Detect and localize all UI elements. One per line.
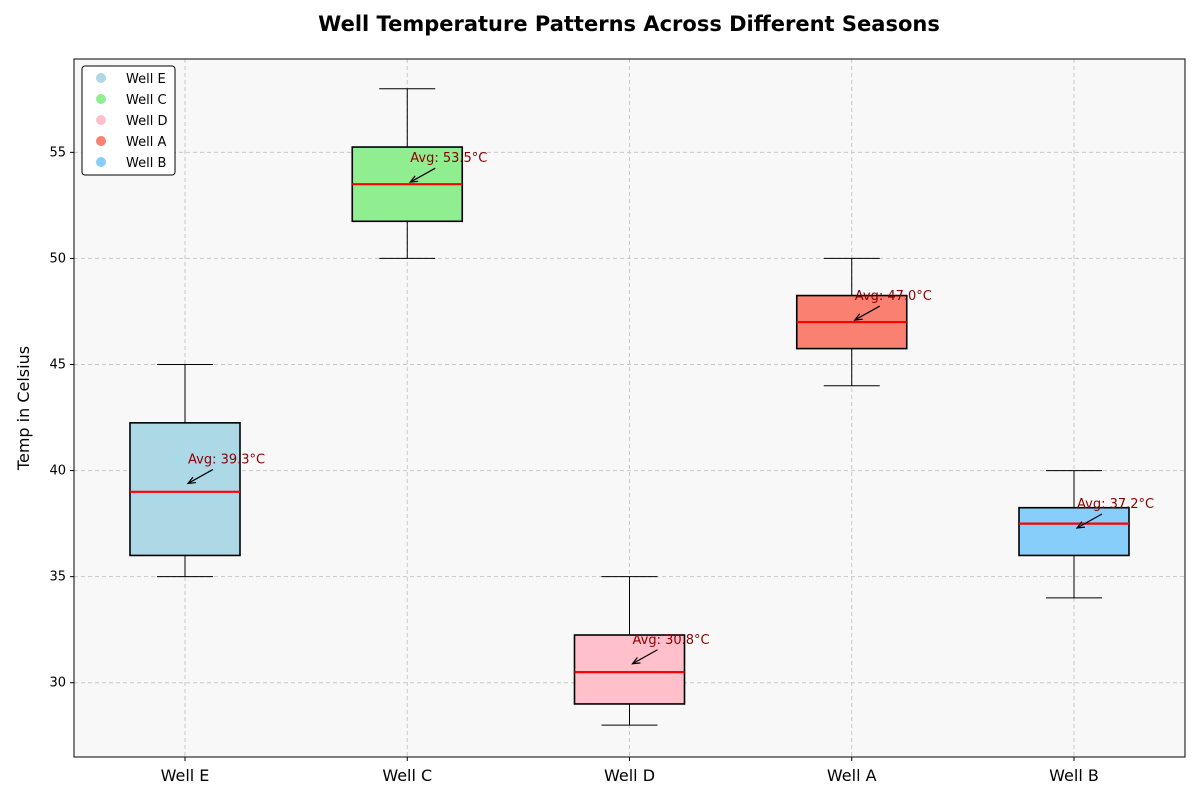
y-axis-label: Temp in Celsius [14,346,33,471]
legend-label: Well B [126,156,166,171]
x-tick-label: Well D [604,766,655,785]
chart-title: Well Temperature Patterns Across Differe… [318,12,940,36]
annotation-arrow [187,468,214,484]
box-iqr [1018,506,1130,557]
legend-label: Well E [126,72,166,87]
legend-label: Well D [126,114,167,129]
axis-ticks: 30 35 40 45 50 55 Well E Well C Well D Well A Well… [49,145,1098,785]
legend-label: Well C [126,93,167,108]
annotation-arrowhead [408,175,419,183]
mean-annotation: Avg: 30.8°C [633,633,710,648]
annotation-arrow [632,649,658,665]
mean-annotation: Avg: 47.0°C [855,289,932,304]
legend-marker [96,115,106,125]
y-tick-label: 35 [49,570,66,585]
mean-annotation: Avg: 53.5°C [410,151,487,166]
x-tick-label: Well E [161,766,210,785]
annotation-arrowhead [853,313,863,321]
box-iqr [573,634,686,705]
y-tick-label: 40 [49,464,66,479]
annotation-arrowhead [186,476,197,485]
legend-marker [96,94,106,104]
mean-annotation: Avg: 39.3°C [188,452,265,467]
y-tick-label: 45 [49,358,66,373]
annotations-layer: Avg: 39.3°C Avg: 53.5°C Avg: 30.8°C Avg: 47… [186,151,1154,665]
x-tick-label: Well C [382,766,432,785]
y-tick-label: 55 [49,145,66,160]
annotation-arrow [409,167,436,183]
x-tick-label: Well A [827,766,877,785]
legend: Well E Well C Well D Well A Well B [81,65,176,176]
annotation-arrow [854,305,881,321]
box-iqr [129,422,241,557]
boxes-layer [129,88,1130,726]
legend-marker [96,157,106,167]
annotation-arrow [1076,513,1103,529]
annotation-arrowhead [631,657,641,665]
legend-marker [96,73,106,83]
legend-box [81,65,176,176]
annotation-arrowhead [1075,521,1086,529]
mean-annotation: Avg: 37.2°C [1077,497,1154,512]
y-tick-label: 30 [49,676,66,691]
x-tick-label: Well B [1049,766,1099,785]
y-tick-label: 50 [49,251,66,266]
legend-marker [96,136,106,146]
legend-label: Well A [126,135,166,150]
